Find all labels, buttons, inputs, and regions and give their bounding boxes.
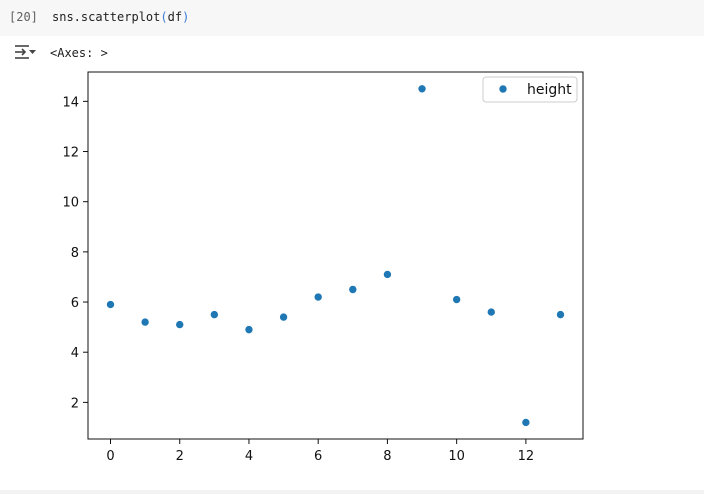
x-tick-label: 10	[448, 449, 465, 464]
x-axis: 0 2 4 6 8 10 12	[106, 439, 534, 464]
y-tick-label: 12	[62, 146, 79, 161]
data-point	[417, 84, 427, 94]
data-point	[140, 317, 150, 327]
x-tick-label: 0	[106, 449, 114, 464]
data-point	[210, 310, 219, 319]
data-point	[556, 310, 565, 319]
legend-box	[482, 76, 578, 103]
x-tick-label: 6	[314, 449, 322, 464]
x-tick-label: 4	[245, 449, 253, 464]
code-open-paren: (	[160, 10, 168, 24]
y-tick-label: 4	[71, 346, 79, 361]
x-tick-label: 12	[518, 449, 535, 464]
legend-marker	[498, 84, 508, 94]
scatter-points	[106, 84, 565, 427]
data-point	[279, 312, 288, 322]
data-point	[486, 307, 496, 317]
code-argument: df	[167, 10, 183, 24]
code-line[interactable]: sns.scatterplot(df)	[52, 10, 189, 24]
data-point	[244, 325, 254, 334]
bottom-divider	[0, 490, 704, 494]
code-cell[interactable]: [20] sns.scatterplot(df)	[0, 0, 704, 36]
data-point	[106, 300, 115, 309]
output-text: <Axes: >	[50, 46, 108, 60]
data-point	[452, 295, 461, 304]
x-tick-label: 2	[176, 449, 184, 464]
y-tick-label: 8	[71, 246, 79, 261]
legend-label: height	[527, 82, 572, 98]
legend: height	[482, 76, 578, 103]
code-close-paren: )	[182, 10, 190, 24]
y-tick-label: 10	[62, 196, 79, 211]
data-point	[383, 270, 392, 279]
data-point	[175, 320, 185, 329]
y-axis: 2 4 6 8 10 12 14	[62, 95, 88, 411]
code-function: sns.scatterplot	[52, 10, 161, 24]
data-point	[521, 418, 531, 427]
y-tick-label: 14	[62, 95, 79, 110]
plot-frame	[87, 71, 584, 440]
data-point	[313, 292, 323, 302]
output-collapse-icon[interactable]	[14, 43, 38, 63]
y-tick-label: 2	[71, 396, 79, 411]
y-tick-label: 6	[71, 296, 79, 311]
data-point	[348, 285, 358, 294]
execution-count: [20]	[9, 10, 38, 24]
x-tick-label: 8	[383, 449, 391, 464]
